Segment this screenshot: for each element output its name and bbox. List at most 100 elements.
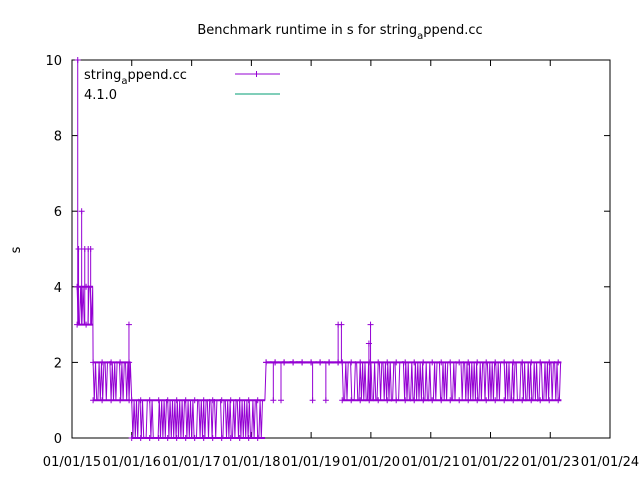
series-marker: [209, 397, 216, 404]
series-spike-marker: [365, 340, 372, 347]
data-area: [74, 57, 562, 441]
series-marker: [227, 435, 234, 441]
series-marker: [209, 435, 216, 441]
series-marker: [537, 397, 544, 404]
series-marker: [245, 397, 252, 404]
series-marker: [155, 397, 162, 404]
series-spike-marker: [87, 246, 94, 252]
series-marker: [146, 435, 153, 441]
series-marker: [483, 397, 490, 404]
series-spike-marker: [74, 57, 81, 63]
series-marker: [146, 397, 153, 404]
series-marker: [384, 397, 391, 404]
y-tick-label: 2: [54, 356, 62, 371]
x-tick-label: 01/01/22: [461, 455, 519, 470]
legend: stringappend.cc 4.1.0: [84, 68, 280, 103]
series-marker: [137, 435, 144, 441]
series-marker: [429, 397, 436, 404]
series-marker: [99, 397, 106, 404]
series-marker: [299, 359, 306, 366]
series-marker: [182, 397, 189, 404]
series-dip-marker: [322, 397, 329, 404]
series-marker: [108, 397, 115, 404]
series-marker: [411, 397, 418, 404]
series-marker: [537, 359, 544, 366]
x-tick-label: 01/01/21: [402, 455, 460, 470]
series-marker: [236, 435, 243, 441]
series-marker: [254, 397, 261, 404]
series-marker: [128, 397, 135, 404]
x-tick-label: 01/01/16: [103, 455, 161, 470]
series-marker: [375, 397, 382, 404]
series-spike-marker: [338, 321, 345, 328]
series-marker: [137, 397, 144, 404]
series-marker: [317, 359, 324, 366]
y-tick-label: 8: [54, 130, 62, 145]
series-marker: [438, 397, 445, 404]
series-marker: [173, 397, 180, 404]
series-marker: [218, 435, 225, 441]
series-marker: [227, 397, 234, 404]
series-spike-marker: [367, 321, 374, 328]
series-marker: [528, 359, 535, 366]
title-subscript: a: [417, 31, 423, 42]
series-marker: [245, 435, 252, 441]
series-marker: [339, 359, 346, 366]
series-marker: [200, 397, 207, 404]
series-marker: [393, 359, 400, 366]
legend-label-end: ppend.cc: [127, 68, 186, 83]
series-marker: [456, 397, 463, 404]
y-tick-label: 6: [54, 205, 62, 220]
series-dip-marker: [270, 397, 277, 404]
series-marker: [348, 397, 355, 404]
series-marker: [555, 397, 562, 404]
series-marker: [393, 397, 400, 404]
x-tick-label: 01/01/19: [282, 455, 340, 470]
series-marker: [218, 397, 225, 404]
series-spike-marker: [78, 208, 85, 215]
legend-label-subscript: a: [121, 76, 127, 87]
x-tick-label: 01/01/17: [162, 455, 220, 470]
x-tick-label: 01/01/15: [43, 455, 101, 470]
series-marker: [447, 359, 454, 366]
series-marker: [456, 359, 463, 366]
series-marker: [173, 435, 180, 441]
y-tick-label: 0: [54, 432, 62, 447]
series-marker: [474, 359, 481, 366]
legend-marker-string-append: [253, 71, 260, 77]
series-marker: [164, 435, 171, 441]
series-marker: [357, 397, 364, 404]
series-marker: [546, 359, 553, 366]
series-marker: [191, 435, 198, 441]
chart-title: Benchmark runtime in s for stringappend.…: [197, 23, 482, 42]
series-marker: [465, 397, 472, 404]
series-spike-marker: [125, 321, 132, 328]
series-marker: [528, 397, 535, 404]
y-axis-label: s: [9, 246, 24, 253]
series-marker: [402, 397, 409, 404]
series-marker: [164, 397, 171, 404]
series-marker: [492, 359, 499, 366]
series-marker: [555, 359, 562, 366]
series-marker: [510, 397, 517, 404]
x-tick-label: 01/01/18: [222, 455, 280, 470]
series-marker: [191, 397, 198, 404]
series-marker: [411, 359, 418, 366]
series-marker: [99, 359, 106, 366]
series-marker: [438, 359, 445, 366]
series-marker: [501, 397, 508, 404]
series-marker: [429, 359, 436, 366]
series-dip-marker: [278, 397, 285, 404]
series-marker: [420, 397, 427, 404]
series-marker: [375, 359, 382, 366]
series-marker: [281, 359, 288, 366]
series-marker: [117, 359, 124, 366]
series-marker: [357, 359, 364, 366]
series-marker: [546, 397, 553, 404]
series-marker: [384, 359, 391, 366]
series-marker: [474, 397, 481, 404]
y-tick-label: 10: [45, 54, 62, 69]
series-marker: [501, 359, 508, 366]
title-main: Benchmark runtime in s for string: [197, 23, 417, 38]
